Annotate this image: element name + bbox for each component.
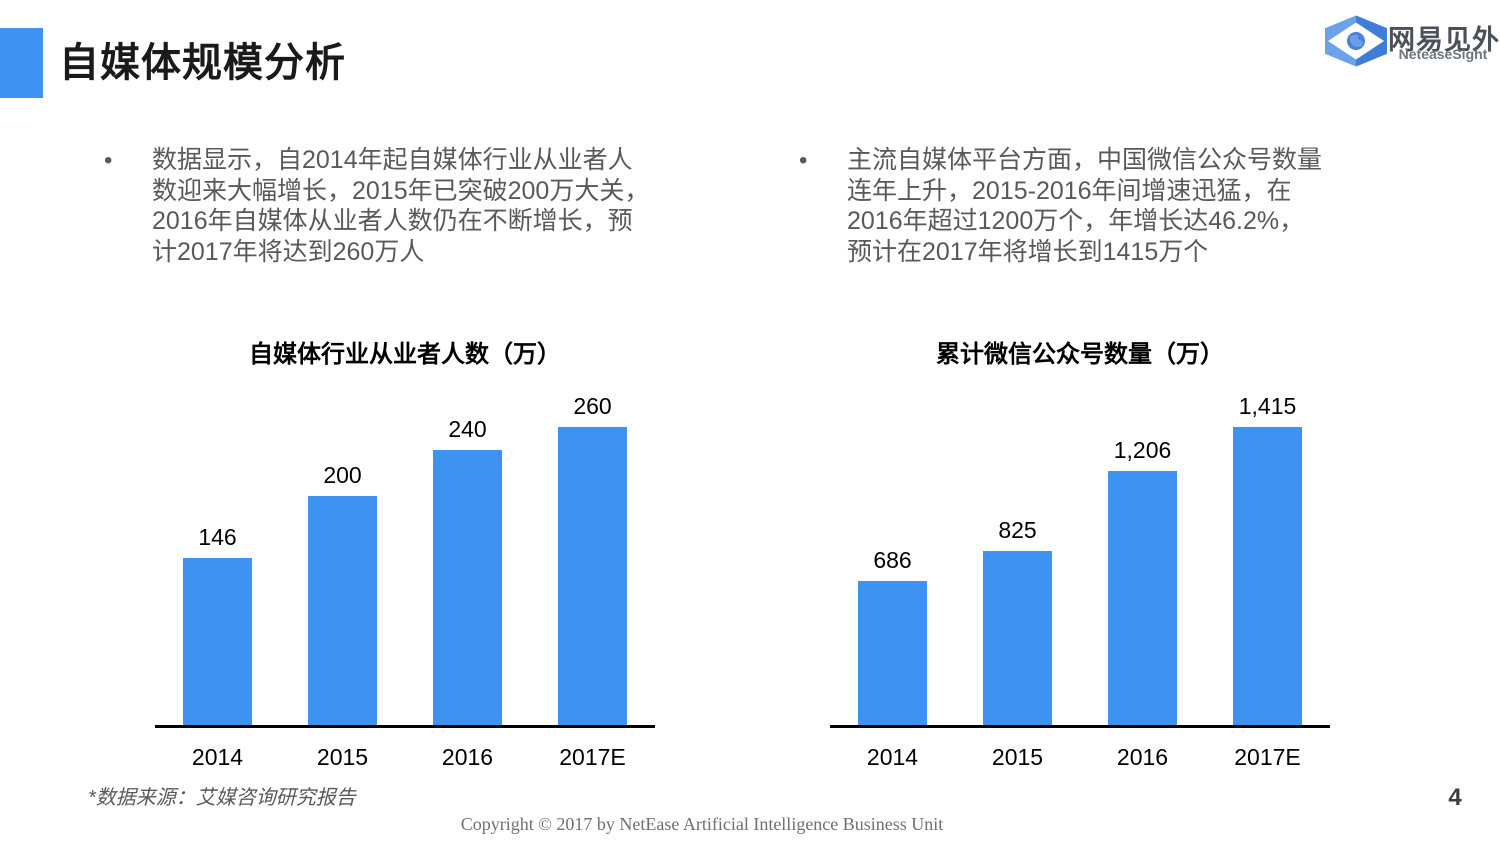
x-axis-label: 2015 <box>991 744 1044 770</box>
x-axis-label: 2016 <box>1116 744 1169 770</box>
bar-value-label: 240 <box>448 416 487 443</box>
x-axis-label: 2016 <box>441 744 494 770</box>
bar-group: 686 <box>830 547 955 725</box>
chart-bars-area: 686 825 1,206 1,415 <box>830 393 1330 725</box>
text-line: 预计在2017年将增长到1415万个 <box>847 237 1209 266</box>
bar-group: 1,206 <box>1080 437 1205 725</box>
neteasesight-logo-icon <box>1325 15 1387 67</box>
copyright-text: Copyright © 2017 by NetEase Artificial I… <box>460 814 944 834</box>
bullet-paragraph-left: 数据显示，自2014年起自媒体行业从业者人 数迎来大幅增长，2015年已突破200… <box>152 145 672 267</box>
chart-x-axis-labels: 2014 2015 2016 2017E <box>155 744 655 771</box>
bar-group: 1,415 <box>1205 393 1330 725</box>
bar-value-label: 260 <box>573 393 612 420</box>
x-axis-label: 2017E <box>1234 744 1301 770</box>
text-line: 2016年自媒体从业者人数仍在不断增长，预 <box>152 207 633 235</box>
bar-group: 240 <box>405 416 530 725</box>
bullet-paragraph-right: 主流自媒体平台方面，中国微信公众号数量 连年上升，2015-2016年间增速迅猛，… <box>847 145 1352 267</box>
bullet-marker: • <box>104 147 113 174</box>
chart-self-media-workers: 自媒体行业从业者人数（万） 146 200 240 260 2014 2015 2016 2… <box>155 332 655 772</box>
bar-group: 200 <box>280 462 405 725</box>
bar-group: 825 <box>955 517 1080 725</box>
bar <box>983 551 1052 725</box>
chart-title: 自媒体行业从业者人数（万） <box>249 341 561 368</box>
text-line: 计2017年将达到260万人 <box>152 237 425 266</box>
text-line: 数据显示，自2014年起自媒体行业从业者人 <box>152 146 633 174</box>
data-source-note: *数据来源：艾媒咨询研究报告 <box>88 787 356 809</box>
page-title: 自媒体规模分析 <box>59 41 346 85</box>
bar <box>433 450 502 725</box>
bar-value-label: 825 <box>998 517 1037 544</box>
bar-value-label: 1,415 <box>1238 393 1297 420</box>
bar <box>308 496 377 725</box>
chart-bars-area: 146 200 240 260 <box>155 393 655 725</box>
bar <box>1233 427 1302 725</box>
chart-x-axis-line <box>830 725 1330 728</box>
bullet-marker: • <box>799 147 808 174</box>
bar-group: 260 <box>530 393 655 725</box>
logo-name: 网易见外 <box>1388 25 1500 55</box>
logo-subtitle: NeteaseSight <box>1398 46 1488 62</box>
text-line: 连年上升，2015-2016年间增速迅猛，在 <box>847 176 1292 205</box>
text-line: 2016年超过1200万个，年增长达46.2%， <box>847 207 1305 235</box>
x-axis-label: 2014 <box>866 744 919 770</box>
bar-value-label: 200 <box>323 462 362 489</box>
text-line: 数迎来大幅增长，2015年已突破200万大关， <box>152 176 650 205</box>
bar-value-label: 686 <box>873 547 912 574</box>
bar <box>1108 471 1177 725</box>
chart-x-axis-line <box>155 725 655 728</box>
bar-value-label: 1,206 <box>1113 437 1172 464</box>
chart-x-axis-labels: 2014 2015 2016 2017E <box>830 744 1330 771</box>
text-line: 主流自媒体平台方面，中国微信公众号数量 <box>847 146 1323 174</box>
chart-wechat-accounts: 累计微信公众号数量（万） 686 825 1,206 1,415 2014 2015 20… <box>830 332 1330 772</box>
bar-group: 146 <box>155 524 280 725</box>
bar <box>183 558 252 725</box>
x-axis-label: 2014 <box>191 744 244 770</box>
x-axis-label: 2015 <box>316 744 369 770</box>
bar-value-label: 146 <box>198 524 237 551</box>
bar <box>858 581 927 725</box>
title-accent-square <box>0 28 43 98</box>
chart-title: 累计微信公众号数量（万） <box>936 341 1224 368</box>
x-axis-label: 2017E <box>559 744 626 770</box>
bar <box>558 427 627 725</box>
page-number: 4 <box>1448 784 1462 811</box>
